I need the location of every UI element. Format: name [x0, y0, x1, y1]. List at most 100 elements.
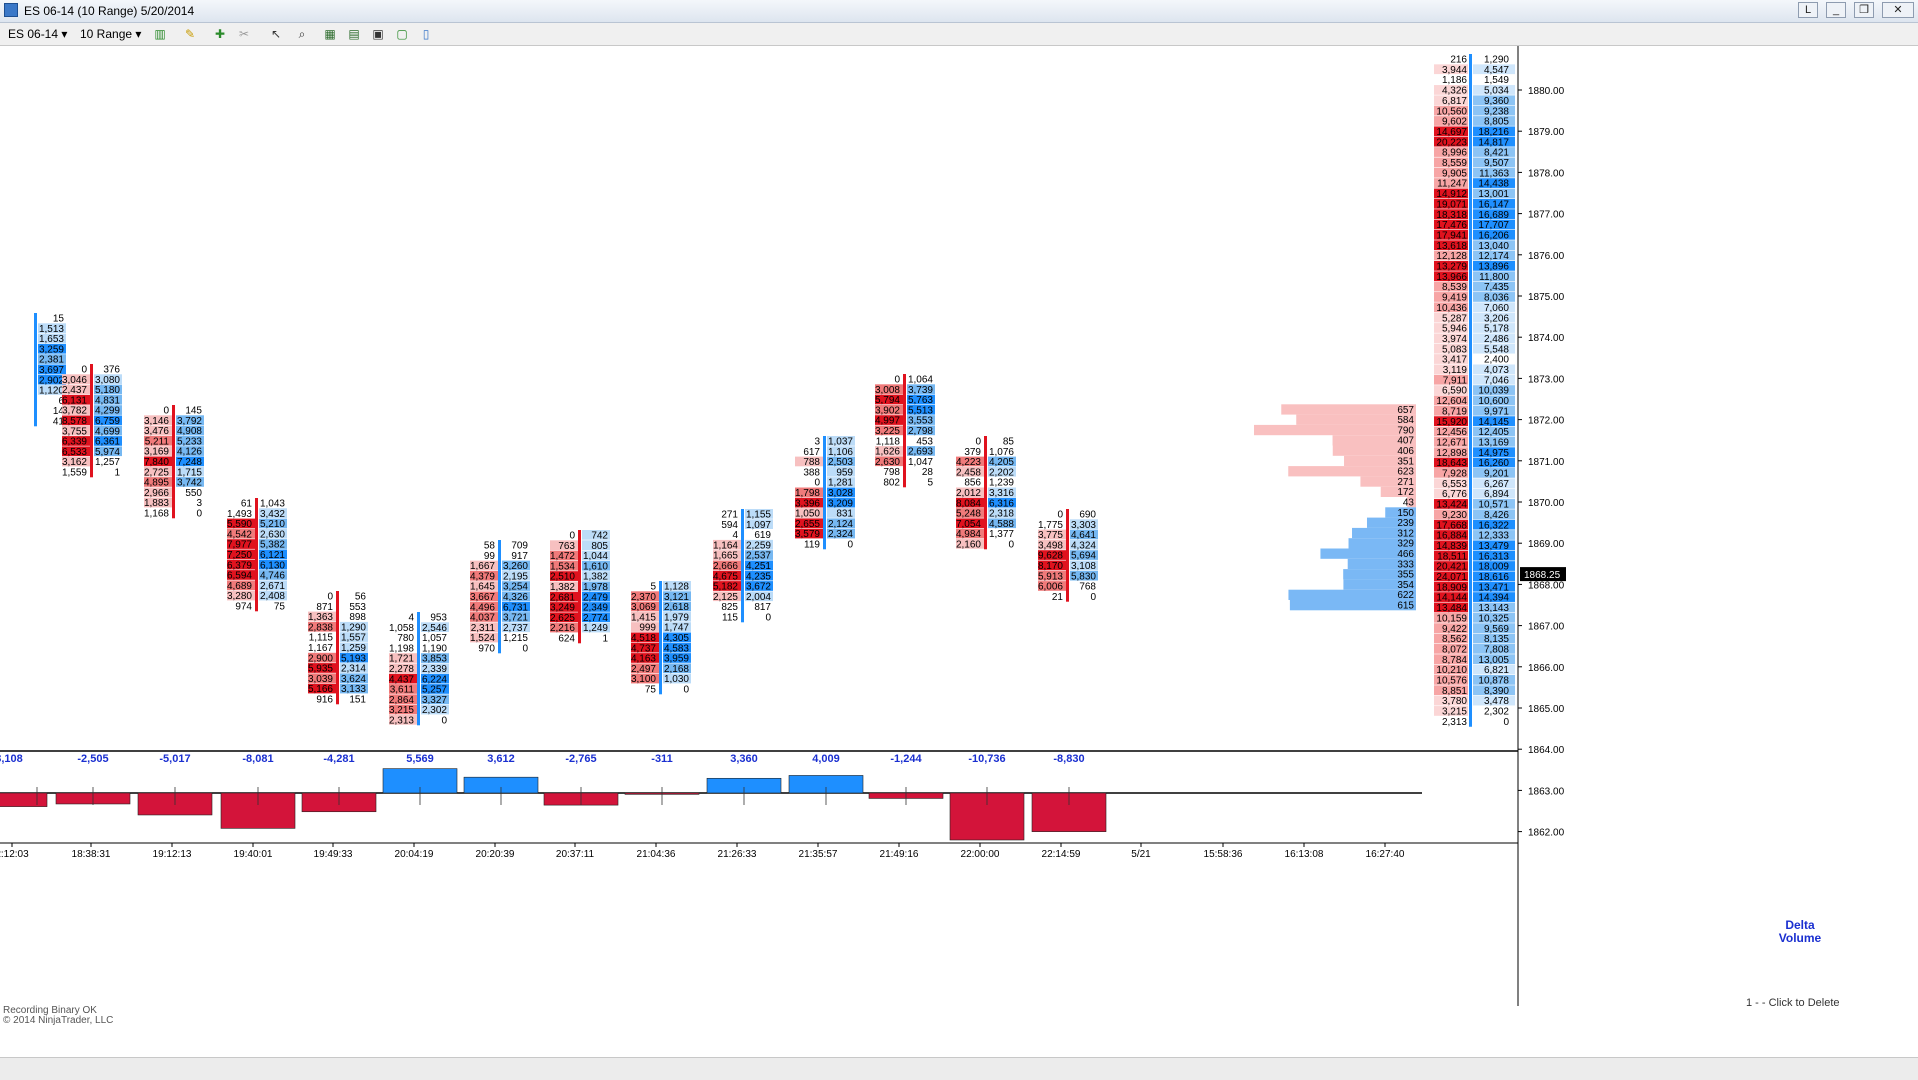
bid-volume: 2,681 [550, 592, 575, 603]
bid-volume: 788 [803, 457, 820, 468]
bid-volume: 1,667 [470, 561, 495, 572]
bid-cell [389, 653, 417, 663]
delete-hint[interactable]: 1 - - Click to Delete [1746, 997, 1840, 1009]
bid-cell [550, 602, 578, 612]
ask-cell [907, 404, 935, 415]
instrument-selector[interactable]: ES 06-14 ▾ [8, 27, 67, 41]
bid-cell [631, 591, 659, 601]
ladder-ask-cell [1473, 157, 1515, 168]
ask-volume: 0 [441, 716, 447, 727]
ask-cell [421, 684, 449, 694]
ladder-bid: 9,905 [1442, 168, 1467, 179]
indicators-icon[interactable]: ▦ [324, 27, 336, 41]
link-button[interactable]: L [1798, 2, 1818, 18]
ladder-ask-cell [1473, 188, 1515, 199]
ask-cell [1070, 560, 1098, 571]
bid-volume: 825 [721, 602, 738, 613]
ask-volume: 1,037 [828, 437, 853, 448]
bid-cell [550, 540, 578, 550]
price-tick-label: 1872.00 [1528, 416, 1565, 427]
ask-cell [1070, 539, 1098, 550]
ladder-bid: 9,419 [1442, 293, 1467, 304]
bar-type-icon[interactable]: ▥ [154, 27, 166, 41]
ladder-ask: 16,147 [1478, 199, 1509, 210]
ask-volume: 2,314 [341, 664, 366, 675]
cursor-icon[interactable]: ↖ [270, 27, 282, 41]
delta-label: -2,765 [565, 753, 596, 765]
draw-pencil-icon[interactable]: ✎ [184, 27, 196, 41]
ladder-bid: 18,511 [1437, 551, 1467, 562]
price-tick-label: 1865.00 [1528, 704, 1565, 715]
bid-cell [144, 446, 172, 456]
ask-volume: 3,028 [828, 488, 853, 499]
bid-volume: 379 [964, 447, 981, 458]
profile-bar [1254, 424, 1416, 436]
interval-selector[interactable]: 10 Range ▾ [80, 27, 141, 41]
data-box-icon[interactable]: ▢ [396, 27, 408, 41]
ladder-bid-cell [1434, 147, 1468, 157]
profile-bar [1296, 414, 1416, 425]
ask-cell [502, 612, 530, 622]
profile-bar [1347, 558, 1416, 570]
profile-value: 790 [1397, 425, 1414, 436]
footprint-chart[interactable]: 151,5131,6533,2592,3813,6972,9021,120614… [0, 46, 1918, 1056]
ladder-bid-cell [1434, 602, 1468, 613]
ask-cell [340, 642, 368, 653]
ask-cell [340, 683, 368, 694]
panel-icon[interactable]: ▯ [422, 27, 430, 41]
bid-cell [308, 683, 336, 694]
time-label: 19:12:13 [153, 849, 192, 860]
add-object-icon[interactable]: ✚ [214, 27, 226, 41]
bid-volume: 58 [484, 541, 496, 552]
bid-cell [956, 456, 984, 467]
bid-cell [875, 456, 903, 467]
ladder-bid-cell [1434, 281, 1468, 292]
maximize-button[interactable]: ❐ [1854, 2, 1874, 18]
ladder-ask: 13,143 [1478, 603, 1509, 614]
footprint-candle [823, 436, 826, 550]
ask-volume: 3,303 [1071, 520, 1096, 531]
ask-volume: 2,349 [583, 603, 608, 614]
ladder-bid: 8,562 [1442, 634, 1467, 645]
ladder-ask-cell [1473, 675, 1515, 685]
bid-cell [227, 559, 255, 570]
footprint-candle [417, 612, 420, 726]
bid-cell [308, 652, 336, 663]
close-button[interactable]: ✕ [1882, 2, 1914, 18]
delta-label: -10,736 [968, 753, 1005, 765]
bid-cell [62, 425, 90, 436]
ask-cell [38, 385, 66, 395]
strategies-icon[interactable]: ▤ [348, 27, 360, 41]
ask-volume: 2,630 [260, 529, 285, 540]
ask-cell [663, 663, 691, 674]
minimize-button[interactable]: _ [1826, 2, 1846, 18]
ladder-ask: 17,707 [1478, 220, 1509, 231]
bid-cell [62, 374, 90, 384]
ask-volume: 3,080 [95, 375, 120, 386]
ask-cell [827, 528, 855, 539]
ladder-bid: 9,422 [1442, 624, 1467, 635]
bid-cell [144, 477, 172, 487]
zoom-icon[interactable]: ⌕ [298, 27, 306, 41]
remove-object-icon[interactable]: ✂ [238, 27, 250, 41]
bid-volume: 5,211 [145, 436, 170, 447]
delta-panel-title: Delta [1785, 918, 1815, 932]
title-bar: ES 06-14 (10 Range) 5/20/2014 L _ ❐ ✕ [0, 0, 1918, 23]
bid-cell [144, 466, 172, 477]
footprint-candle [578, 530, 581, 644]
time-label: 21:49:16 [880, 849, 919, 860]
ladder-bid: 216 [1450, 55, 1467, 66]
bid-volume: 999 [639, 623, 656, 634]
ask-volume: 1,190 [422, 643, 447, 654]
ladder-bid: 14,839 [1436, 541, 1467, 552]
ladder-ask-cell [1473, 167, 1515, 178]
ask-cell [745, 591, 773, 602]
ladder-ask: 2,400 [1484, 355, 1509, 366]
bid-cell [956, 518, 984, 529]
ask-volume: 15 [53, 314, 65, 325]
time-label: 18:38:31 [72, 849, 111, 860]
ask-volume: 0 [196, 509, 202, 520]
ask-volume: 2,408 [260, 591, 285, 602]
ladder-ask-cell [1473, 312, 1515, 323]
properties-icon[interactable]: ▣ [372, 27, 384, 41]
